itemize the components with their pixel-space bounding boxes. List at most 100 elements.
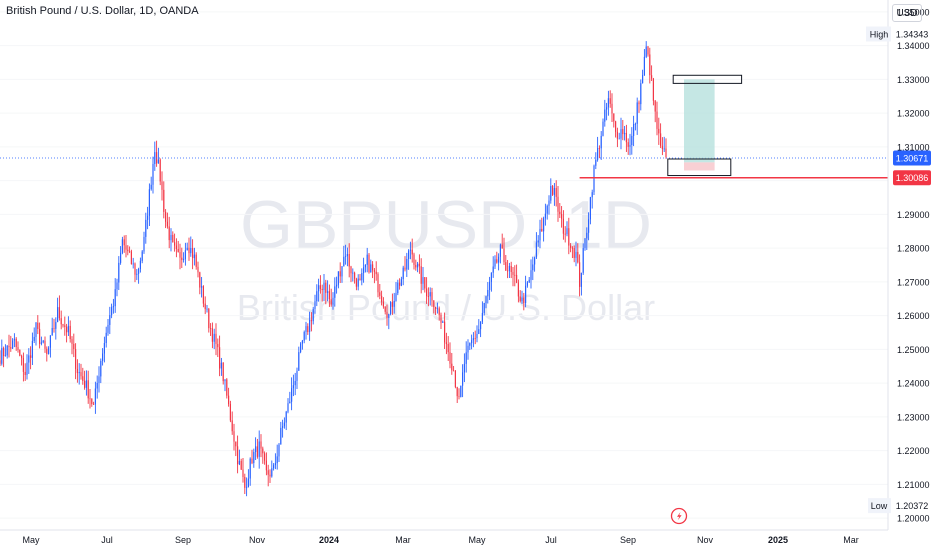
candle-body [516, 274, 518, 283]
candle-body [625, 132, 627, 143]
candle-body [276, 456, 278, 464]
last-price-label: 1.30671 [893, 150, 931, 166]
candle-74 [132, 257, 134, 269]
candle-body [368, 254, 370, 273]
candle-body [235, 441, 237, 447]
candle-334 [600, 131, 602, 160]
candle-body [577, 251, 579, 263]
candle-body [67, 325, 69, 333]
candle-body [318, 285, 320, 292]
candle-138 [247, 469, 249, 488]
candle-body [505, 262, 507, 271]
candle-body [46, 348, 48, 354]
candle-95 [170, 228, 172, 252]
candle-165 [296, 367, 298, 389]
candle-body [161, 181, 163, 190]
candle-body [568, 228, 570, 246]
time-tick-label: Sep [620, 535, 636, 545]
time-axis[interactable]: May Jul Sep Nov 2024 Mar May Jul Sep Nov 2025 Mar [22, 535, 858, 545]
candle-317 [570, 243, 572, 253]
candle-328 [589, 196, 591, 225]
candle-269 [483, 302, 485, 316]
candle-54 [96, 375, 98, 399]
candle-body [138, 268, 140, 274]
high-value-label: 1.34343 [893, 26, 931, 42]
candle-161 [289, 391, 291, 404]
time-tick-label: Nov [697, 535, 714, 545]
candle-57 [102, 348, 104, 366]
candle-191 [343, 245, 345, 267]
candle-358 [643, 49, 645, 76]
candle-370 [665, 138, 667, 159]
tradingview-logo-icon[interactable] [670, 507, 688, 525]
gridlines [0, 11, 888, 519]
candle-body [8, 345, 10, 348]
candle-body [33, 336, 35, 341]
candle-body [127, 249, 129, 252]
currency-button[interactable]: USD [892, 4, 922, 22]
candle-body [64, 325, 66, 327]
candle-182 [327, 280, 329, 302]
symbol-title[interactable]: British Pound / U.S. Dollar, 1D, OANDA [6, 5, 199, 17]
candle-body [586, 232, 588, 239]
candle-67 [120, 246, 122, 265]
candle-133 [238, 449, 240, 466]
candle-96 [172, 231, 174, 243]
candle-body [355, 278, 357, 287]
time-tick-label: Mar [843, 535, 859, 545]
candle-246 [442, 320, 444, 323]
candle-body [552, 186, 554, 195]
candle-body [134, 263, 136, 275]
candle-1 [1, 339, 3, 366]
candle-168 [301, 339, 303, 350]
watermark-description: British Pound / U.S. Dollar [237, 287, 655, 328]
candle-16 [28, 348, 30, 374]
candle-255 [458, 388, 460, 400]
candle-body [181, 257, 183, 260]
candle-body [58, 307, 60, 319]
candle-body [363, 267, 365, 274]
candle-body [24, 371, 26, 375]
price-axis[interactable]: 1.35000 1.34000 1.33000 1.32000 1.31000 1.300… [866, 0, 932, 530]
candle-313 [562, 210, 564, 240]
candle-8 [13, 333, 15, 348]
candle-body [543, 218, 545, 232]
candle-17 [30, 346, 32, 370]
candle-body [51, 328, 53, 336]
candle-228 [409, 241, 411, 260]
candle-315 [566, 221, 568, 237]
candle-318 [571, 246, 573, 259]
candle-252 [453, 365, 455, 372]
candle-body [496, 259, 498, 263]
candle-309 [555, 180, 557, 207]
candle-body [598, 148, 600, 149]
candle-290 [521, 290, 523, 304]
candle-162 [291, 377, 293, 411]
candle-264 [474, 330, 476, 345]
high-value-label-text: 1.34343 [896, 29, 929, 39]
candle-240 [431, 287, 433, 307]
low-value-label-background [893, 498, 931, 514]
candle-0 [0, 350, 1, 366]
candle-body [330, 299, 332, 305]
candle-body [96, 382, 98, 389]
candle-184 [330, 288, 332, 307]
candle-47 [84, 370, 86, 390]
candle-203 [364, 264, 366, 273]
candle-body [521, 297, 523, 302]
last-price-label-background [893, 150, 931, 166]
candle-41 [73, 333, 75, 358]
candle-229 [411, 238, 413, 263]
target-zone [684, 79, 715, 163]
candle-body [350, 266, 352, 274]
price-tick-label: 1.21000 [897, 480, 930, 490]
candle-body [341, 266, 343, 277]
candle-body [600, 135, 602, 149]
candle-297 [534, 256, 536, 272]
candle-91 [163, 181, 165, 219]
candle-body [247, 478, 249, 488]
candle-141 [253, 448, 255, 468]
price-tick-label: 1.27000 [897, 277, 930, 287]
